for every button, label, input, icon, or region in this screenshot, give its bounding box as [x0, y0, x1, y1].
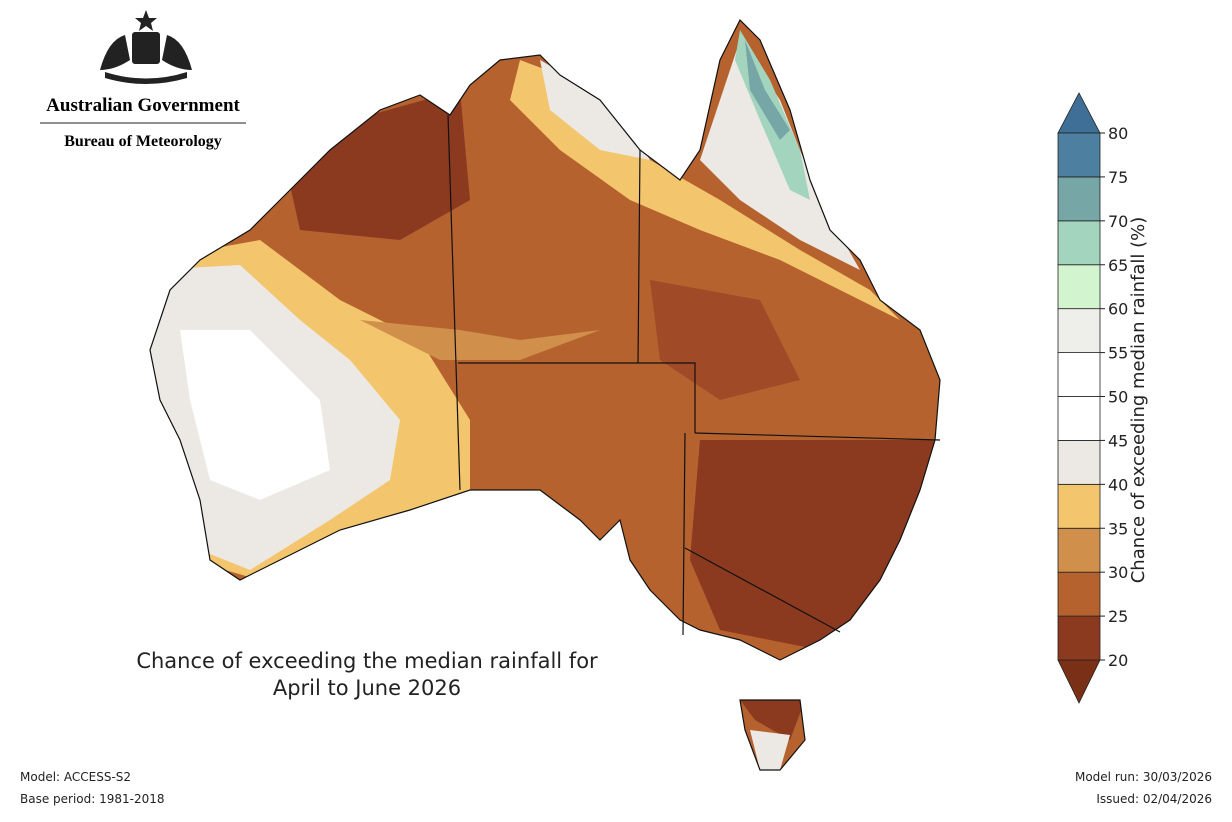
- colorbar-segment: [1057, 396, 1101, 441]
- map-title: April to June 2026: [273, 676, 461, 700]
- rainfall-map: [150, 20, 940, 770]
- colorbar-segment: [1057, 220, 1101, 266]
- colorbar-segment: [1057, 264, 1101, 310]
- colorbar-tick-label: 35: [1108, 519, 1128, 538]
- colorbar-tick-label: 75: [1108, 168, 1128, 187]
- colorbar-under: [1057, 659, 1101, 704]
- model-run: Model run: 30/03/2026: [1075, 770, 1212, 784]
- colorbar-segment: [1057, 352, 1101, 397]
- colorbar-segment: [1057, 527, 1101, 573]
- colorbar-tick-label: 55: [1108, 344, 1128, 363]
- colorbar-tick-label: 65: [1108, 256, 1128, 275]
- colorbar-tick-label: 70: [1108, 212, 1128, 231]
- colorbar-tick-label: 60: [1108, 300, 1128, 319]
- colorbar-segment: [1057, 571, 1101, 617]
- coastline: [149, 18, 941, 771]
- map-title: Chance of exceeding the median rainfall …: [136, 649, 598, 673]
- colorbar-tick-label: 30: [1108, 563, 1128, 582]
- colorbar-tick-label: 80: [1108, 124, 1128, 143]
- colorbar: 20 25 30 35 40 45 50 55 60 65 70 75 80: [1057, 92, 1128, 704]
- state-borders: [447, 114, 941, 636]
- colorbar-segment: [1057, 615, 1101, 661]
- organisation: Australian Government: [46, 95, 240, 116]
- model: Model: ACCESS-S2: [20, 770, 131, 784]
- colorbar-tick-label: 40: [1108, 475, 1128, 494]
- colorbar-tick-label: 25: [1108, 607, 1128, 626]
- colorbar-tick-label: 45: [1108, 431, 1128, 450]
- base-period: Base period: 1981-2018: [20, 792, 165, 806]
- colorbar-segment: [1057, 440, 1101, 485]
- colorbar-over: [1057, 92, 1101, 134]
- issued: Issued: 02/04/2026: [1096, 792, 1212, 806]
- colorbar-label: Chance of exceeding median rainfall (%): [1128, 217, 1149, 584]
- colorbar-tick-label: 20: [1108, 651, 1128, 670]
- coat-of-arms: [100, 10, 192, 84]
- colorbar-segment: [1057, 483, 1101, 529]
- agency: Bureau of Meteorology: [64, 133, 222, 150]
- colorbar-tick-label: 50: [1108, 388, 1128, 407]
- colorbar-segment: [1057, 132, 1101, 178]
- colorbar-segment: [1057, 176, 1101, 222]
- colorbar-segment: [1057, 308, 1101, 353]
